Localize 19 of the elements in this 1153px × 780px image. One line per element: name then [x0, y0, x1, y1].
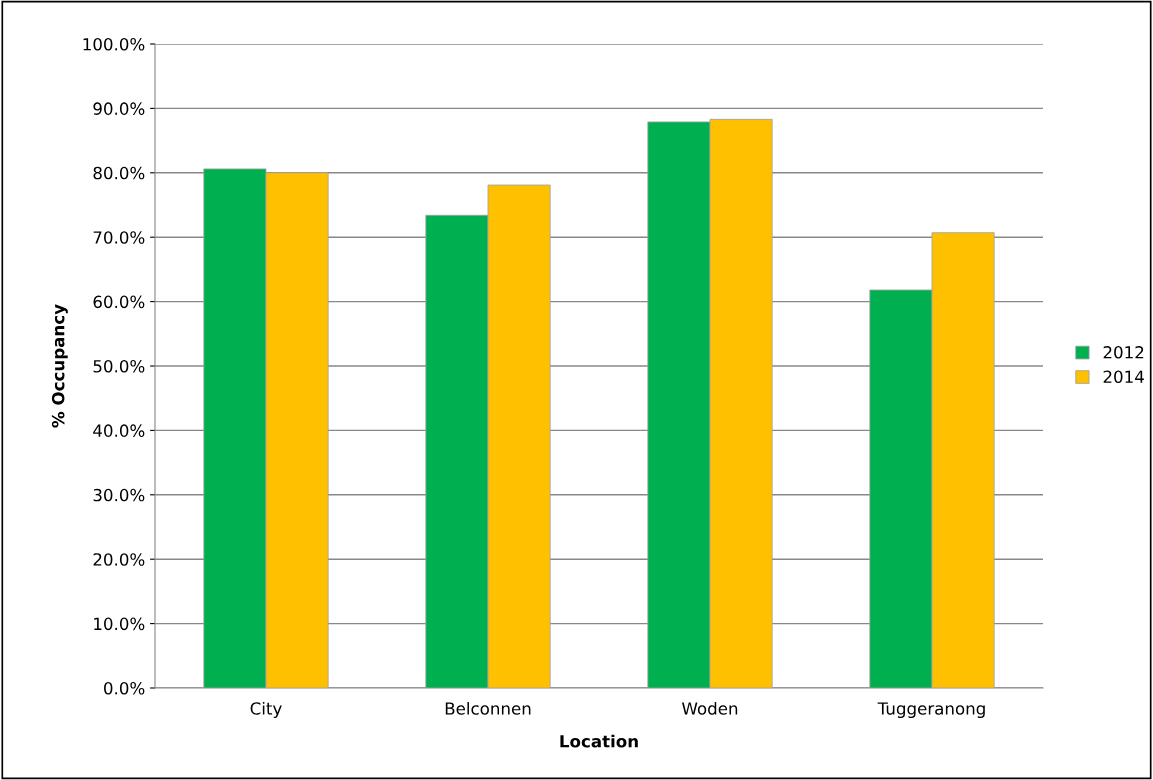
y-tick-label: 70.0% — [93, 231, 145, 244]
y-axis-title: % Occupancy — [51, 304, 68, 428]
x-tick-label: Tuggeranong — [877, 702, 985, 719]
y-tick-label: 50.0% — [93, 359, 145, 373]
y-tick-label: 40.0% — [93, 424, 145, 437]
y-tick-label: 20.0% — [93, 553, 145, 566]
legend-label: 2012 — [1103, 346, 1144, 359]
y-tick-label: 0.0% — [104, 681, 145, 695]
x-tick-label: Woden — [682, 701, 738, 715]
x-tick-label: Belconnen — [445, 701, 531, 715]
y-tick-label: 30.0% — [93, 488, 145, 502]
y-tick-label: 90.0% — [93, 102, 145, 115]
y-tick-label: 100.0% — [83, 37, 145, 51]
y-tick-label: 80.0% — [93, 166, 145, 180]
y-tick-label: 10.0% — [94, 617, 145, 631]
legend-label: 2014 — [1103, 370, 1144, 384]
y-tick-label: 60.0% — [93, 295, 145, 309]
x-tick-label: City — [250, 701, 282, 719]
x-axis-title: Location — [560, 734, 638, 748]
